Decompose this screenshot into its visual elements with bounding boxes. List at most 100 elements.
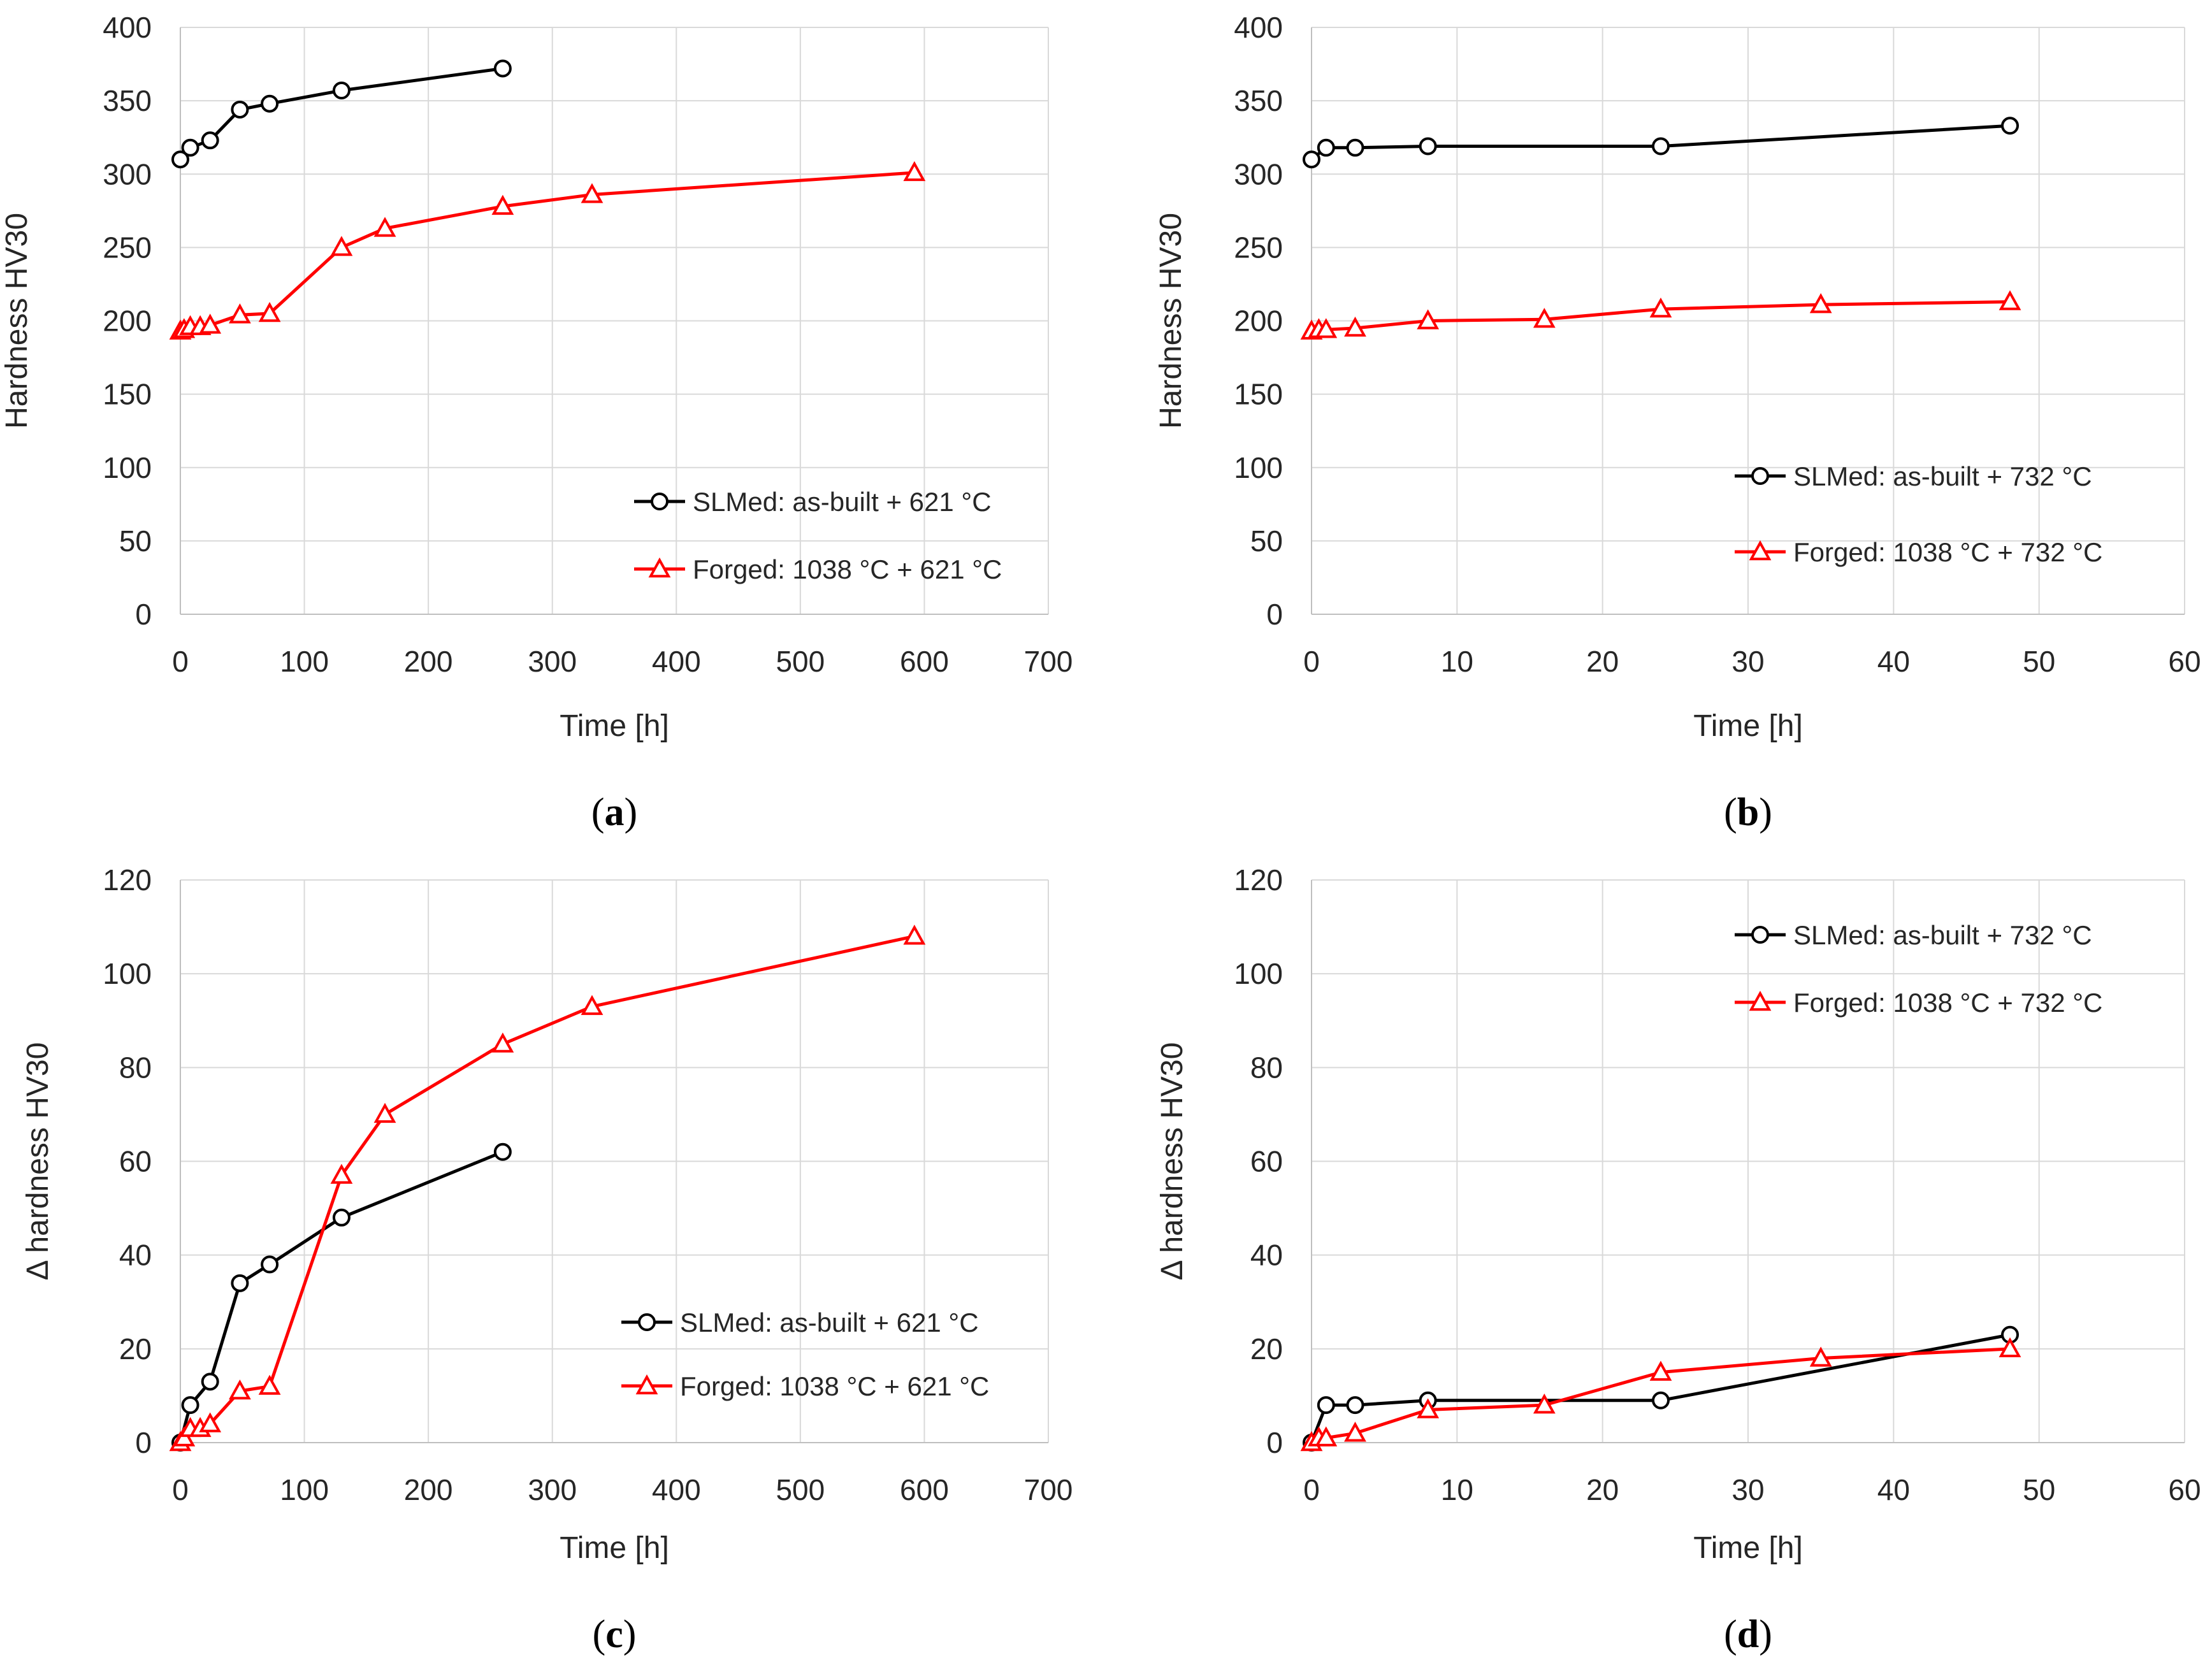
data-point: [581, 995, 604, 1015]
caption-letter: b: [1737, 791, 1759, 834]
data-point: [228, 1379, 251, 1400]
y-tick-label: 20: [119, 1332, 152, 1366]
y-axis-title: Δ hardness HV30: [21, 1042, 55, 1281]
series-forged: [1300, 1337, 2021, 1452]
x-tick-label: 10: [1441, 645, 1473, 678]
data-point: [1533, 1394, 1556, 1414]
x-tick-label: 600: [900, 1473, 949, 1506]
data-point: [1344, 316, 1366, 337]
caption-paren: (: [591, 791, 605, 834]
data-point: [332, 1208, 351, 1227]
y-tick-label: 40: [1250, 1239, 1283, 1272]
x-tick-label: 0: [172, 1473, 189, 1506]
data-point: [491, 194, 514, 215]
x-tick-label: 100: [280, 645, 329, 678]
chart-panel-c: 0 100 200 300 400 500 600 700 0 20 40 60 80 100 120 Tim…: [21, 863, 1073, 1656]
x-tick-label: 400: [652, 1473, 701, 1506]
y-tick-label: 100: [1234, 451, 1283, 484]
legend-label: SLMed: as-built + 621 °C: [693, 487, 992, 517]
data-point: [171, 150, 189, 169]
data-point: [1419, 137, 1437, 155]
y-tick-label: 0: [1266, 1426, 1283, 1459]
x-tick-label: 50: [2023, 645, 2055, 678]
data-point: [261, 94, 279, 113]
data-point: [330, 236, 353, 256]
x-tick-label: 100: [280, 1473, 329, 1506]
x-tick-label: 40: [1877, 645, 1910, 678]
legend-label: Forged: 1038 °C + 621 °C: [693, 554, 1002, 584]
y-tick-label: 300: [103, 157, 152, 191]
data-point: [199, 314, 222, 334]
series-line: [1310, 1333, 2011, 1443]
panel-caption: (b): [1724, 791, 1772, 834]
x-tick-label: 20: [1586, 1473, 1619, 1506]
x-tick-label: 50: [2023, 1473, 2055, 1506]
y-tick-label: 0: [135, 1426, 152, 1459]
legend-marker: [1749, 990, 1772, 1011]
y-tick-label: 20: [1250, 1332, 1283, 1366]
data-point: [330, 1164, 353, 1184]
caption-letter: c: [605, 1613, 623, 1656]
data-point: [1317, 138, 1335, 157]
legend-label: SLMed: as-built + 732 °C: [1793, 461, 2092, 491]
y-tick-label: 200: [1234, 305, 1283, 338]
y-tick-label: 60: [119, 1145, 152, 1178]
legend-marker: [648, 557, 671, 578]
caption-paren: ): [623, 1613, 637, 1656]
caption-letter: a: [605, 791, 625, 834]
data-point: [173, 1426, 196, 1446]
x-tick-label: 200: [404, 645, 453, 678]
data-point: [1417, 309, 1440, 329]
data-point: [1344, 1422, 1366, 1442]
legend-label: SLMed: as-built + 732 °C: [1793, 920, 2092, 950]
legend: SLMed: as-built + 621 °C Forged: 1038 °C …: [634, 487, 1002, 584]
legend-label: Forged: 1038 °C + 732 °C: [1793, 537, 2102, 567]
y-tick-label: 120: [1234, 863, 1283, 897]
y-tick-label: 400: [1234, 11, 1283, 44]
gridlines: [1311, 879, 2185, 1443]
data-point: [1315, 318, 1338, 338]
y-tick-label: 100: [103, 451, 152, 484]
y-tick-label: 250: [103, 231, 152, 264]
y-tick-label: 150: [1234, 378, 1283, 411]
data-point: [1315, 1426, 1338, 1446]
y-tick-label: 0: [1266, 598, 1283, 631]
y-tick-label: 250: [1234, 231, 1283, 264]
y-axis-title: Hardness HV30: [0, 213, 34, 429]
y-tick-label: 120: [103, 863, 152, 897]
data-point: [1346, 138, 1364, 157]
x-tick-label: 0: [1303, 645, 1320, 678]
data-point: [1999, 290, 2021, 310]
data-point: [1303, 150, 1320, 169]
series-slmed: [171, 59, 512, 169]
x-tick-label: 0: [1303, 1473, 1320, 1506]
legend-marker: [651, 493, 669, 510]
y-tick-label: 400: [103, 11, 152, 44]
data-point: [1317, 1396, 1335, 1415]
data-point: [373, 217, 396, 237]
data-point: [181, 1396, 199, 1415]
chart-panel-b: 0 10 20 30 40 50 60 0 50 100 150 200 250 300 350 400 Tim…: [1154, 11, 2201, 834]
x-tick-label: 300: [528, 1473, 577, 1506]
y-tick-label: 200: [103, 305, 152, 338]
data-point: [1417, 1398, 1440, 1418]
series-forged: [169, 925, 926, 1452]
x-tick-label: 200: [404, 1473, 453, 1506]
data-point: [1652, 137, 1670, 155]
x-tick-label: 0: [172, 645, 189, 678]
panel-caption: (c): [593, 1613, 637, 1656]
data-point: [181, 138, 199, 157]
legend-marker: [1751, 926, 1769, 944]
data-point: [581, 183, 604, 203]
y-tick-label: 0: [135, 598, 152, 631]
data-point: [1533, 308, 1556, 328]
x-tick-label: 60: [2168, 645, 2201, 678]
x-axis-title: Time [h]: [1693, 1531, 1803, 1565]
caption-letter: d: [1737, 1613, 1759, 1656]
x-tick-label: 300: [528, 645, 577, 678]
caption-paren: (: [1724, 791, 1737, 834]
x-axis-title: Time [h]: [560, 1531, 669, 1565]
series-forged: [1300, 290, 2021, 340]
legend: SLMed: as-built + 621 °C Forged: 1038 °C …: [621, 1308, 989, 1401]
